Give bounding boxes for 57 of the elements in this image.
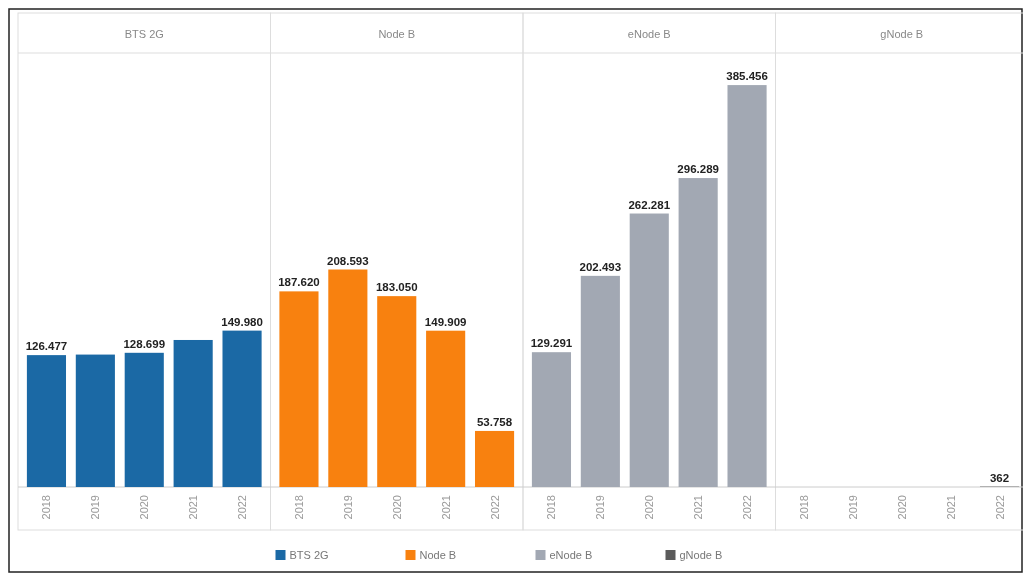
data-label: 202.493	[579, 260, 622, 273]
legend-label: eNode B	[549, 549, 593, 561]
x-tick-label: 2020	[390, 495, 403, 520]
x-tick-label: 2022	[488, 495, 501, 520]
bar	[629, 213, 669, 487]
data-label: 53.758	[476, 415, 513, 428]
x-tick-label: 2021	[187, 495, 200, 520]
text: Node B	[378, 28, 416, 40]
bar	[124, 352, 164, 487]
x-tick-label: 2018	[797, 495, 810, 520]
x-tick-label: 2019	[341, 495, 354, 520]
legend-label: Node B	[419, 549, 457, 561]
x-tick-label: 2020	[643, 495, 656, 520]
legend-label: BTS 2G	[289, 549, 329, 561]
data-label: 262.281	[628, 198, 671, 211]
data-label: 362	[989, 471, 1010, 484]
text: eNode B	[627, 28, 671, 40]
bar	[222, 330, 262, 487]
data-label: 149.909	[424, 315, 467, 328]
data-label: 385.456	[726, 70, 768, 83]
x-tick-label: 2019	[89, 495, 102, 520]
x-tick-label: 2021	[439, 495, 452, 520]
bar	[678, 178, 718, 487]
x-tick-label: 2020	[895, 495, 908, 520]
bar	[26, 355, 67, 487]
bar	[580, 275, 620, 487]
x-tick-label: 2018	[40, 495, 53, 520]
bar	[426, 330, 466, 487]
x-tick-label: 2022	[993, 495, 1006, 520]
bar	[474, 430, 515, 487]
bar	[75, 354, 115, 487]
data-label: 187.620	[278, 276, 320, 289]
data-label: 183.050	[375, 281, 418, 294]
text: BTS 2G	[124, 28, 164, 40]
data-label: 129.291	[530, 337, 573, 350]
bar	[279, 291, 319, 487]
x-tick-label: 2021	[692, 495, 705, 520]
text: gNode B	[880, 28, 924, 40]
x-tick-label: 2018	[545, 495, 558, 520]
x-tick-label: 2020	[138, 495, 151, 520]
data-label: 296.289	[677, 163, 719, 176]
bar	[727, 85, 767, 487]
data-label: 149.980	[221, 315, 263, 328]
x-tick-label: 2019	[594, 495, 607, 520]
bar	[531, 352, 572, 487]
x-tick-label: 2021	[944, 495, 957, 520]
data-label: 208.593	[327, 254, 369, 267]
data-label: 126.477	[25, 340, 68, 353]
data-label: 128.699	[123, 337, 166, 350]
x-tick-label: 2022	[741, 495, 754, 520]
x-tick-label: 2022	[236, 495, 249, 520]
x-tick-label: 2019	[846, 495, 859, 520]
x-tick-label: 2018	[292, 495, 305, 520]
bar	[173, 339, 213, 487]
bar	[328, 269, 368, 487]
legend-label: gNode B	[679, 549, 723, 561]
bar	[377, 296, 417, 487]
